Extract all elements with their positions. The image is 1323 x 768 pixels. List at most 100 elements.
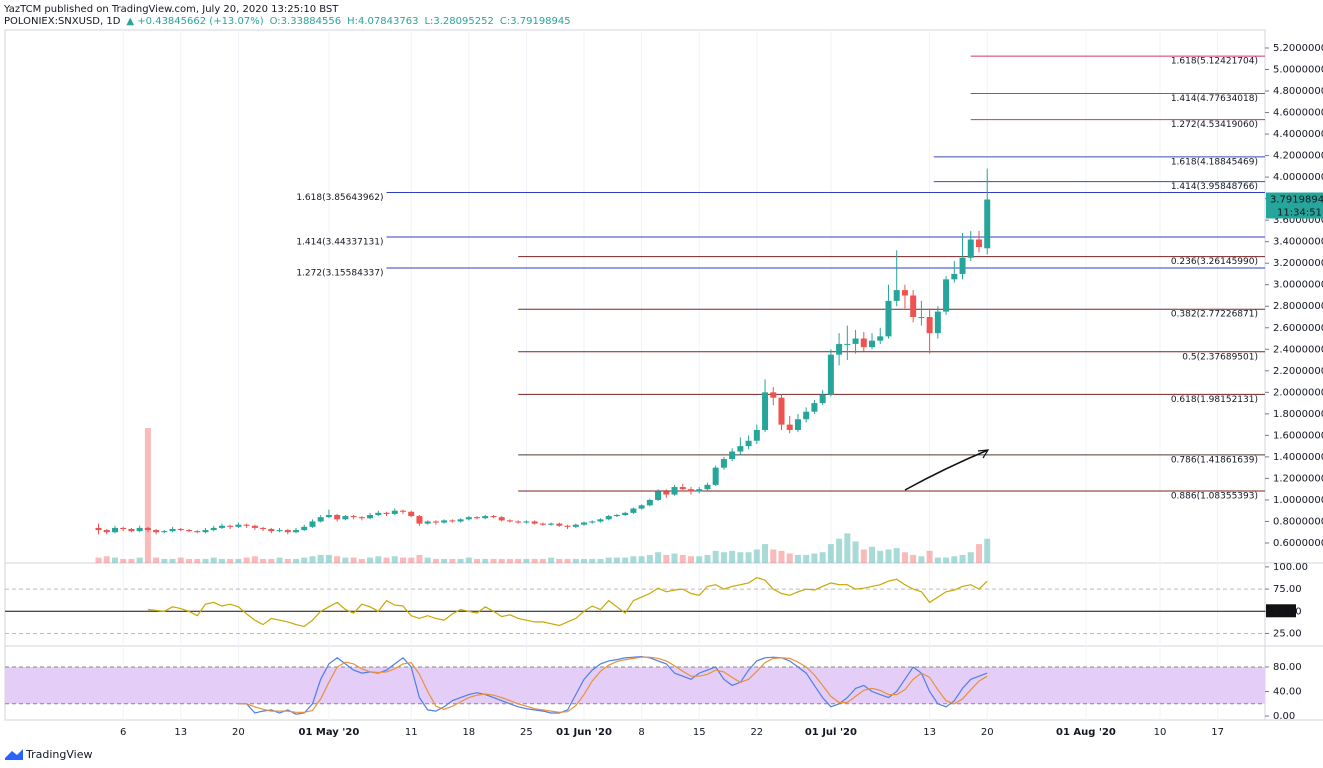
volume-bar bbox=[391, 556, 398, 563]
symbol-line: POLONIEX:SNXUSD, 1D ▲ +0.43845662 (+13.07… bbox=[4, 16, 571, 27]
volume-bar bbox=[276, 557, 283, 563]
brand: TradingView bbox=[25, 748, 92, 761]
volume-bar bbox=[227, 558, 234, 563]
volume-bar bbox=[449, 558, 456, 563]
fib-label: 1.618(4.18845469) bbox=[1171, 157, 1258, 167]
stoch-line bbox=[238, 656, 988, 713]
volume-bar bbox=[943, 557, 950, 563]
volume-bar bbox=[885, 549, 892, 563]
candle-body bbox=[531, 521, 538, 524]
candle-body bbox=[597, 519, 604, 522]
volume-bar bbox=[498, 558, 505, 563]
candle-body bbox=[959, 257, 966, 274]
candle-body bbox=[202, 530, 209, 533]
candle-body bbox=[679, 487, 686, 490]
volume-bar bbox=[844, 533, 851, 563]
fib-label: 0.886(1.08355393) bbox=[1171, 491, 1258, 501]
candle-body bbox=[523, 521, 530, 523]
candle-body bbox=[885, 300, 892, 337]
candle-body bbox=[819, 394, 826, 404]
volume-bar bbox=[803, 554, 810, 563]
candle-body bbox=[572, 524, 579, 527]
candle-body bbox=[778, 397, 785, 425]
candle-body bbox=[268, 528, 275, 532]
volume-bar bbox=[284, 558, 291, 563]
y-tick-label: 75.00 bbox=[1273, 584, 1302, 595]
volume-bar bbox=[367, 557, 374, 563]
candle-body bbox=[103, 530, 110, 533]
candle-body bbox=[786, 424, 793, 430]
volume-bar bbox=[457, 558, 464, 563]
candle-body bbox=[235, 524, 242, 527]
volume-bar bbox=[630, 556, 637, 563]
candle-body bbox=[811, 403, 818, 412]
y-tick-label: 4.80000000 bbox=[1273, 86, 1323, 97]
volume-bar bbox=[786, 553, 793, 563]
volume-bar bbox=[169, 558, 176, 563]
volume-bar bbox=[375, 556, 382, 563]
candle-body bbox=[350, 516, 357, 518]
volume-bar bbox=[548, 557, 555, 563]
fib-label: 1.618(3.85643962) bbox=[296, 193, 383, 203]
x-tick-label: 01 Jun '20 bbox=[556, 727, 612, 738]
candle-body bbox=[655, 491, 662, 500]
logo: TradingView bbox=[5, 748, 92, 761]
volume-bar bbox=[103, 556, 110, 563]
candle-body bbox=[399, 510, 406, 512]
fib-label: 0.236(3.26145990) bbox=[1171, 257, 1258, 267]
candle-body bbox=[918, 317, 925, 318]
candle-body bbox=[457, 519, 464, 522]
y-tick-label: 25.00 bbox=[1273, 628, 1302, 639]
candle-body bbox=[449, 520, 456, 522]
candle-body bbox=[704, 484, 711, 490]
volume-bar bbox=[111, 557, 118, 563]
volume-bar bbox=[794, 554, 801, 563]
volume-bar bbox=[753, 549, 760, 563]
candle-body bbox=[943, 279, 950, 312]
volume-bar bbox=[729, 550, 736, 563]
fib-label: 0.382(2.77226871) bbox=[1171, 310, 1258, 320]
candle-body bbox=[646, 499, 653, 506]
y-tick-label: 80.00 bbox=[1273, 662, 1302, 673]
volume-bar bbox=[465, 557, 472, 563]
plot-layer: 6 13 20 01 May '20 11 18 25 01 Jun '20 8 15 22 01 J… bbox=[5, 30, 1323, 738]
volume-bar bbox=[317, 554, 324, 563]
last-price-box bbox=[1266, 192, 1323, 206]
close: C:3.79198945 bbox=[500, 16, 571, 27]
volume-bar bbox=[235, 558, 242, 563]
y-tick-label: 2.80000000 bbox=[1273, 301, 1323, 312]
volume-bar bbox=[679, 554, 686, 563]
candle-body bbox=[474, 517, 481, 519]
candle-body bbox=[432, 521, 439, 523]
candle-body bbox=[375, 512, 382, 516]
volume-bar bbox=[934, 557, 941, 563]
y-tick-label: 1.00000000 bbox=[1273, 495, 1323, 506]
volume-bar bbox=[515, 558, 522, 563]
volume-bar bbox=[967, 552, 974, 563]
volume-bar bbox=[852, 541, 859, 563]
volume-bar bbox=[490, 558, 497, 563]
symbol: POLONIEX:SNXUSD, 1D bbox=[4, 16, 121, 27]
trend-line bbox=[904, 449, 989, 491]
volume-bar bbox=[712, 550, 719, 563]
candle-body bbox=[128, 528, 135, 532]
volume-bar bbox=[951, 556, 958, 563]
x-tick-label: 25 bbox=[520, 727, 533, 738]
candle-body bbox=[951, 273, 958, 280]
trend-arrow bbox=[977, 449, 990, 459]
candle-body bbox=[926, 317, 933, 334]
candle-body bbox=[622, 512, 629, 516]
countdown: 11:34:51 bbox=[1277, 207, 1322, 218]
candle-body bbox=[424, 521, 431, 524]
volume-bar bbox=[260, 558, 267, 563]
volume-bar bbox=[432, 558, 439, 563]
candle-body bbox=[260, 527, 267, 529]
fib-label: 0.5(2.37689501) bbox=[1182, 352, 1258, 362]
candle-body bbox=[490, 516, 497, 518]
candle-body bbox=[136, 527, 143, 532]
volume-bar bbox=[177, 557, 184, 563]
candle-body bbox=[227, 525, 234, 527]
volume-bar bbox=[161, 558, 168, 563]
volume-bar bbox=[251, 556, 258, 563]
